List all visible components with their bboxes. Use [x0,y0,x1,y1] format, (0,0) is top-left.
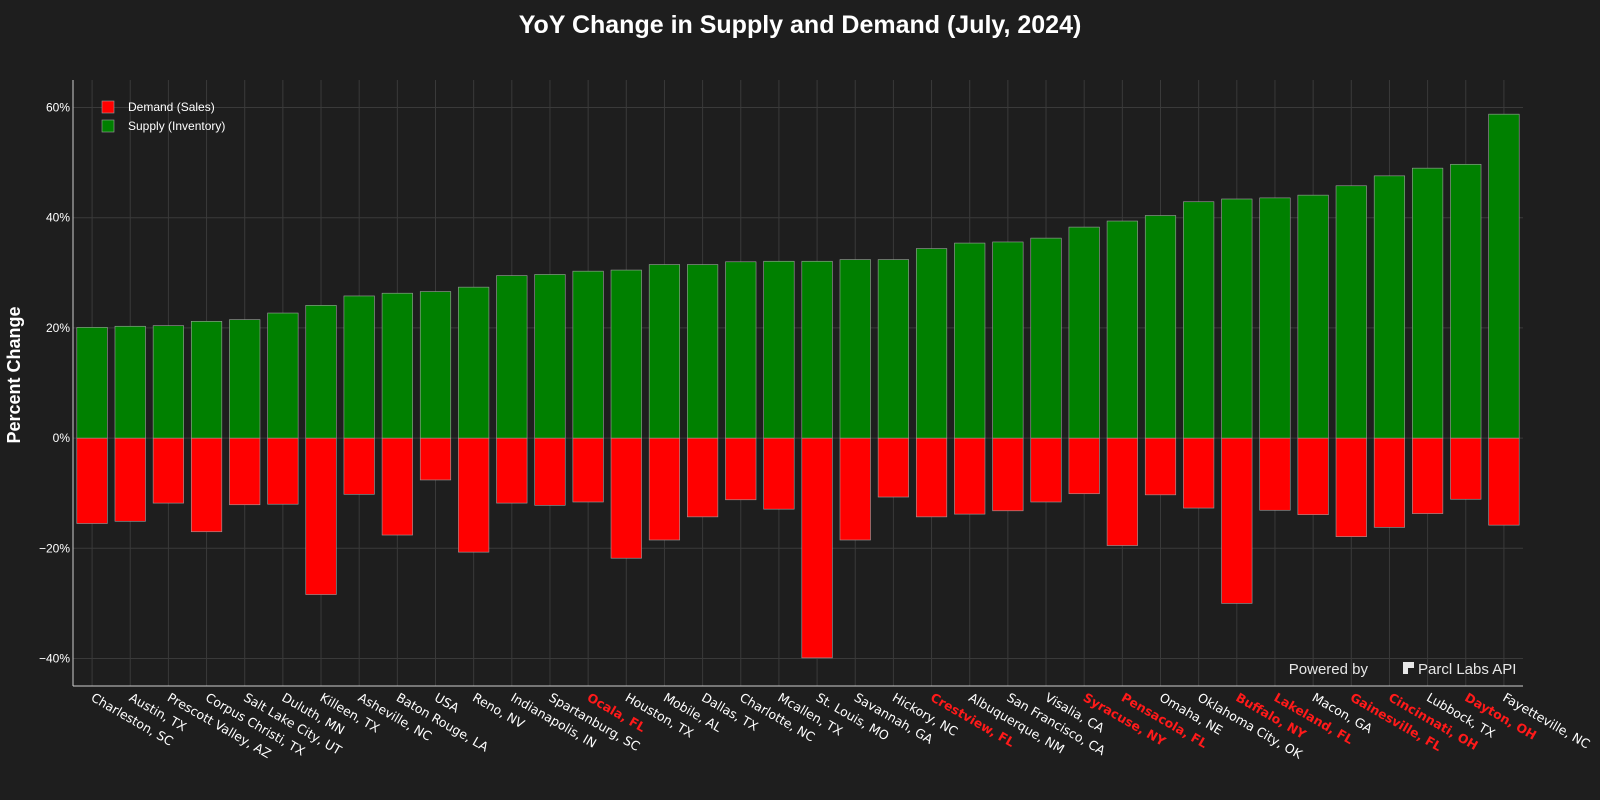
demand-bar[interactable] [1259,437,1291,511]
watermark-brand: Parcl Labs API [1418,661,1516,678]
supply-bar[interactable] [267,312,299,439]
supply-bar[interactable] [1373,175,1406,439]
supply-bar[interactable] [877,259,909,439]
supply-bar[interactable] [496,275,528,439]
supply-bar[interactable] [534,274,566,439]
supply-bar[interactable] [915,248,948,439]
supply-bar[interactable] [1259,197,1291,439]
demand-bar[interactable] [1144,437,1177,496]
demand-bar[interactable] [381,437,413,536]
supply-bar[interactable] [1412,167,1444,439]
axes [72,80,1523,687]
demand-bar[interactable] [915,437,948,518]
supply-bar[interactable] [687,264,719,439]
demand-bar[interactable] [763,437,795,510]
supply-bar[interactable] [1335,185,1367,439]
supply-bar[interactable] [801,260,833,439]
supply-bar[interactable] [725,261,757,439]
demand-bar[interactable] [1412,437,1444,514]
supply-bar[interactable] [1488,113,1520,439]
supply-bar[interactable] [1183,201,1215,439]
demand-bar[interactable] [954,437,986,515]
supply-bar[interactable] [76,327,108,439]
supply-bar[interactable] [1144,215,1177,439]
demand-bar[interactable] [114,437,146,522]
demand-bar[interactable] [839,437,871,541]
supply-bar[interactable] [954,242,986,439]
demand-bar[interactable] [458,437,490,553]
legend-swatch[interactable] [101,100,115,114]
demand-bar[interactable] [419,437,452,481]
legend-label[interactable]: Supply (Inventory) [128,119,225,133]
demand-bar[interactable] [648,437,681,541]
demand-bar[interactable] [305,437,337,595]
demand-bar[interactable] [1221,437,1253,604]
y-axis-label: Percent Change [4,306,24,443]
supply-bar[interactable] [1030,237,1062,439]
supply-bar[interactable] [152,325,184,439]
supply-bar[interactable] [1450,163,1482,439]
legend[interactable]: Demand (Sales) Supply (Inventory) [101,100,225,133]
demand-bar[interactable] [534,437,566,506]
y-tick-label: 60% [46,101,70,115]
bars [76,113,1520,659]
legend-label[interactable]: Demand (Sales) [128,100,215,114]
supply-bar[interactable] [610,269,642,439]
y-tick-label: 0% [53,431,71,445]
y-tick-label: 40% [46,211,70,225]
demand-bar[interactable] [1068,437,1100,495]
demand-bar[interactable] [572,437,604,503]
demand-bar[interactable] [687,437,719,518]
supply-bar[interactable] [114,325,146,439]
supply-bar[interactable] [343,295,375,439]
supply-bar[interactable] [190,320,223,439]
supply-bar[interactable] [1068,226,1100,439]
demand-bar[interactable] [190,437,223,533]
supply-bar[interactable] [305,305,337,439]
demand-bar[interactable] [343,437,375,495]
supply-bar[interactable] [381,292,413,439]
y-tick-label: −20% [39,541,70,555]
supply-bar[interactable] [992,241,1024,439]
demand-bar[interactable] [877,437,909,498]
supply-bar[interactable] [572,270,604,439]
demand-bar[interactable] [992,437,1024,512]
demand-bar[interactable] [496,437,528,504]
demand-bar[interactable] [1297,437,1329,515]
watermark-prefix: Powered by [1289,661,1369,678]
y-tick-labels: −40% −20% 0% 20% 40% 60% [39,101,70,666]
demand-bar[interactable] [1183,437,1215,509]
demand-bar[interactable] [1450,437,1482,500]
demand-bar[interactable] [1488,437,1520,526]
supply-bar[interactable] [1221,198,1253,439]
supply-bar[interactable] [648,264,681,439]
demand-bar[interactable] [267,437,299,505]
parcl-logo-icon [1403,662,1414,674]
demand-bar[interactable] [76,437,108,524]
supply-bar[interactable] [763,260,795,439]
demand-bar[interactable] [229,437,261,506]
y-tick-label: −40% [39,651,70,665]
supply-bar[interactable] [1297,194,1329,439]
chart-title: YoY Change in Supply and Demand (July, 2… [519,11,1082,39]
watermark: Powered by Parcl Labs API [1289,661,1517,678]
demand-bar[interactable] [801,437,833,659]
demand-bar[interactable] [1106,437,1138,546]
demand-bar[interactable] [1335,437,1367,538]
demand-bar[interactable] [152,437,184,504]
supply-bar[interactable] [839,259,871,439]
demand-bar[interactable] [1373,437,1406,528]
legend-swatch[interactable] [101,119,115,133]
supply-bar[interactable] [1106,220,1138,439]
demand-bar[interactable] [610,437,642,559]
supply-bar[interactable] [419,291,452,439]
supply-bar[interactable] [458,286,490,439]
supply-bar[interactable] [229,319,261,439]
demand-bar[interactable] [725,437,757,501]
demand-bar[interactable] [1030,437,1062,503]
y-tick-label: 20% [46,321,70,335]
